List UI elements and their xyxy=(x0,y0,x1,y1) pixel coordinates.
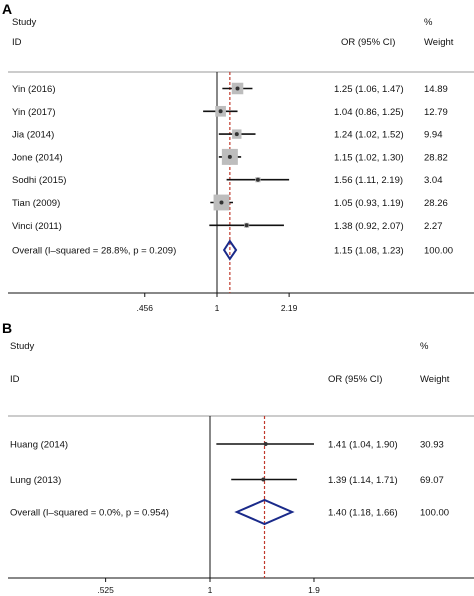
panel-a-tick-3-label: 2.19 xyxy=(281,303,298,313)
panel-b-tick-2-label: 1 xyxy=(208,585,213,595)
panel-a-overall-weight: 100.00 xyxy=(424,246,453,257)
panel-b-header-pct: % xyxy=(420,341,429,352)
panel-b-study-1-name: Huang (2014) xyxy=(10,440,68,451)
panel-a-study-6-weight: 28.26 xyxy=(424,198,448,209)
panel-b-study-2-or-ci: 1.39 (1.14, 1.71) xyxy=(328,475,398,486)
panel-b-study-1-point xyxy=(263,442,268,446)
panel-b-overall-weight: 100.00 xyxy=(420,508,449,519)
panel-b-study-2-name: Lung (2013) xyxy=(10,475,61,486)
panel-a-study-7-or-ci: 1.38 (0.92, 2.07) xyxy=(334,221,404,232)
panel-a-study-2-name: Yin (2017) xyxy=(12,107,55,118)
panel-a-study-3-or-ci: 1.24 (1.02, 1.52) xyxy=(334,130,404,141)
panel-a-study-4-point xyxy=(227,154,232,159)
panel-a-study-4-name: Jone (2014) xyxy=(12,152,63,163)
panel-b-header-id: ID xyxy=(10,374,20,385)
panel-a-study-1-weight: 14.89 xyxy=(424,84,448,95)
panel-a-study-2-point xyxy=(218,109,223,114)
panel-a-study-5-point xyxy=(255,177,260,182)
panel-a-overall-diamond xyxy=(222,239,238,261)
panel-b-header-weight: Weight xyxy=(420,374,450,385)
panel-a-study-2-or-ci: 1.04 (0.86, 1.25) xyxy=(334,107,404,118)
panel-b-study-1-or-ci: 1.41 (1.04, 1.90) xyxy=(328,440,398,451)
panel-a-study-4-weight: 28.82 xyxy=(424,152,448,163)
panel-a-header-id: ID xyxy=(12,37,22,48)
panel-a-header-weight: Weight xyxy=(424,37,454,48)
panel-b-overall-diamond xyxy=(234,498,295,526)
panel-a-study-7-point xyxy=(244,223,249,228)
panel-a-study-6-point xyxy=(219,200,224,205)
panel-b-label: B xyxy=(2,320,12,336)
panel-a-overall-label: Overall (I–squared = 28.8%, p = 0.209) xyxy=(12,246,176,257)
panel-a-study-3-point xyxy=(234,132,239,137)
panel-a-rows: Yin (2016) 1.25 (1.06, 1.47) 14.89 Yin (201… xyxy=(12,82,453,261)
panel-b-study-2-weight: 69.07 xyxy=(420,475,444,486)
panel-a-study-6-name: Tian (2009) xyxy=(12,198,60,209)
panel-a-overall-or-ci: 1.15 (1.08, 1.23) xyxy=(334,246,404,257)
panel-a-tick-1-label: .456 xyxy=(136,303,153,313)
panel-a-study-5-name: Sodhi (2015) xyxy=(12,175,66,186)
panel-a-study-3-name: Jia (2014) xyxy=(12,130,54,141)
panel-a-tick-2-label: 1 xyxy=(215,303,220,313)
panel-a: A Study ID OR (95% CI) % Weight Yin (201… xyxy=(2,1,474,313)
panel-b-x-ticks: .525 1 1.9 xyxy=(97,578,320,595)
panel-a-study-1-point xyxy=(235,86,240,91)
panel-a-study-3-weight: 9.94 xyxy=(424,130,443,141)
panel-a-study-5-weight: 3.04 xyxy=(424,175,443,186)
panel-b-study-2-point xyxy=(261,477,266,482)
panel-a-label: A xyxy=(2,1,12,17)
panel-a-study-4-or-ci: 1.15 (1.02, 1.30) xyxy=(334,152,404,163)
panel-b-rows: Huang (2014) 1.41 (1.04, 1.90) 30.93 Lung (… xyxy=(10,440,449,526)
panel-b-header-study: Study xyxy=(10,341,35,352)
panel-a-header-pct: % xyxy=(424,17,433,28)
panel-b-tick-1-label: .525 xyxy=(97,585,114,595)
panel-a-study-7-name: Vinci (2011) xyxy=(12,221,62,232)
panel-a-study-5-or-ci: 1.56 (1.11, 2.19) xyxy=(334,175,403,186)
panel-b-overall-or-ci: 1.40 (1.18, 1.66) xyxy=(328,508,398,519)
panel-a-study-6-or-ci: 1.05 (0.93, 1.19) xyxy=(334,198,404,209)
panel-a-x-ticks: .456 1 2.19 xyxy=(136,293,298,313)
panel-b-study-1-weight: 30.93 xyxy=(420,440,444,451)
panel-b-tick-3-label: 1.9 xyxy=(308,585,320,595)
panel-a-study-1-or-ci: 1.25 (1.06, 1.47) xyxy=(334,84,404,95)
panel-a-study-2-weight: 12.79 xyxy=(424,107,448,118)
panel-a-header-study: Study xyxy=(12,17,37,28)
panel-b-header-or: OR (95% CI) xyxy=(328,374,382,385)
panel-a-study-7-weight: 2.27 xyxy=(424,221,443,232)
panel-b-overall-label: Overall (I–squared = 0.0%, p = 0.954) xyxy=(10,508,169,519)
panel-a-header-or: OR (95% CI) xyxy=(341,37,395,48)
panel-b: B Study ID OR (95% CI) % Weight Huang (2… xyxy=(2,320,474,595)
panel-a-study-1-name: Yin (2016) xyxy=(12,84,55,95)
